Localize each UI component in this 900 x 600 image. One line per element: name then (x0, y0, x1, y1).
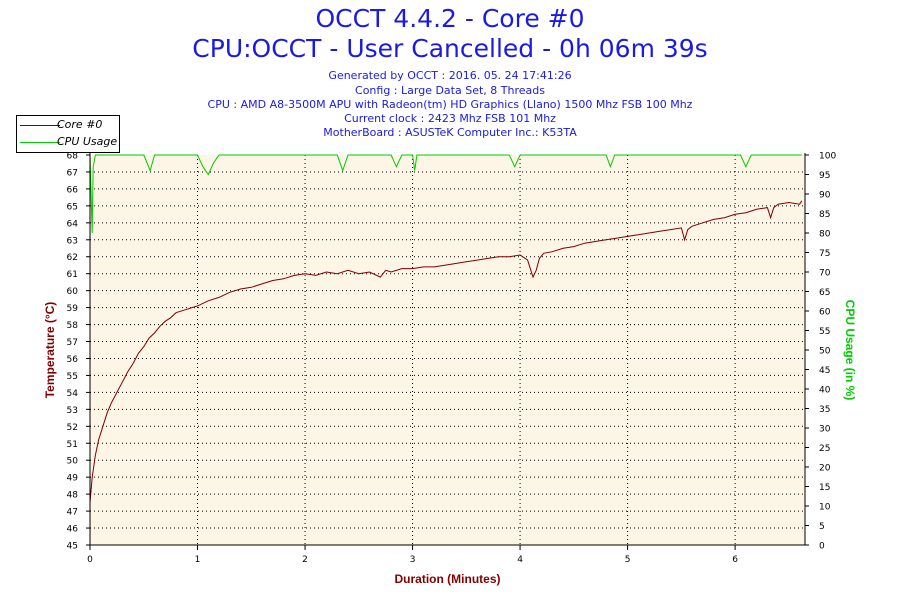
y-tick-label: 64 (67, 219, 79, 229)
y-tick-label: 61 (67, 270, 78, 280)
y2-tick-label: 100 (819, 152, 836, 162)
chart-subtitle: CPU:OCCT - User Cancelled - 0h 06m 39s (192, 34, 708, 63)
y-tick-label: 59 (67, 304, 79, 314)
series-line-core0 (89, 200, 803, 503)
y-tick-label: 50 (67, 457, 79, 467)
y2-tick-label: 50 (819, 347, 831, 357)
y-tick-label: 45 (67, 542, 78, 552)
info-config: Config : Large Data Set, 8 Threads (355, 84, 545, 97)
y-tick-label: 60 (67, 287, 79, 297)
x-tick-label: 4 (517, 555, 523, 565)
y2-tick-label: 65 (819, 288, 830, 298)
y-tick-label: 51 (67, 440, 78, 450)
y-tick-label: 46 (67, 525, 79, 535)
y-tick-label: 68 (67, 152, 79, 162)
y2-axis-label: CPU Usage (in %) (843, 300, 857, 401)
info-clock: Current clock : 2423 Mhz FSB 101 Mhz (344, 112, 556, 125)
y2-tick-label: 35 (819, 405, 830, 415)
x-tick-label: 0 (87, 555, 93, 565)
y2-tick-label: 40 (819, 386, 831, 396)
grid-lines (90, 155, 805, 545)
info-cpu: CPU : AMD A8-3500M APU with Radeon(tm) H… (207, 98, 693, 111)
legend-label-core0: Core #0 (57, 118, 103, 131)
x-tick-label: 1 (195, 555, 201, 565)
y-tick-label: 63 (67, 236, 78, 246)
y2-tick-label: 75 (819, 249, 830, 259)
legend-swatch-core0 (20, 125, 60, 126)
y2-tick-label: 45 (819, 366, 830, 376)
y2-tick-label: 80 (819, 230, 831, 240)
y2-tick-label: 20 (819, 464, 831, 474)
y2-tick-label: 85 (819, 210, 830, 220)
y2-tick-label: 70 (819, 269, 831, 279)
info-motherboard: MotherBoard : ASUSTeK Computer Inc.: K53… (323, 126, 577, 139)
y-tick-label: 54 (67, 389, 79, 399)
y2-tick-label: 60 (819, 308, 831, 318)
series-line-cpu-usage (89, 154, 802, 234)
y-tick-label: 55 (67, 372, 78, 382)
y2-tick-label: 95 (819, 171, 830, 181)
legend-item-core0: Core #0 (17, 117, 119, 133)
legend-swatch-cpu-usage (20, 142, 60, 143)
y2-tick-label: 15 (819, 483, 830, 493)
x-tick-label: 3 (410, 555, 416, 565)
x-tick-label: 5 (625, 555, 631, 565)
plot-area (90, 155, 805, 545)
y-tick-label: 53 (67, 406, 78, 416)
y-tick-label: 62 (67, 253, 78, 263)
axes (86, 153, 809, 550)
tick-labels: 4546474849505152535455565758596061626364… (67, 152, 837, 566)
y2-tick-label: 55 (819, 327, 830, 337)
y-tick-label: 49 (67, 474, 79, 484)
info-generated: Generated by OCCT : 2016. 05. 24 17:41:2… (328, 69, 572, 82)
y-tick-label: 47 (67, 508, 78, 518)
y2-tick-label: 90 (819, 191, 831, 201)
y2-tick-label: 30 (819, 425, 831, 435)
y-axis-label: Temperature (°C) (43, 302, 57, 399)
chart-title: OCCT 4.4.2 - Core #0 (315, 4, 585, 33)
x-tick-label: 6 (732, 555, 738, 565)
x-axis-label: Duration (Minutes) (395, 572, 501, 586)
y2-tick-label: 5 (819, 522, 825, 532)
y-tick-label: 56 (67, 355, 79, 365)
y2-tick-label: 25 (819, 444, 830, 454)
y-tick-label: 58 (67, 321, 79, 331)
legend-label-cpu-usage: CPU Usage (57, 135, 118, 148)
y-tick-label: 48 (67, 491, 79, 501)
y-tick-label: 57 (67, 338, 78, 348)
y-tick-label: 52 (67, 423, 78, 433)
x-tick-label: 2 (302, 555, 308, 565)
y2-tick-label: 0 (819, 542, 825, 552)
y-tick-label: 66 (67, 185, 79, 195)
series-layer (89, 154, 803, 503)
y2-tick-label: 10 (819, 503, 831, 513)
legend: Core #0 CPU Usage (16, 115, 120, 153)
y-tick-label: 67 (67, 168, 78, 178)
legend-item-cpu-usage: CPU Usage (17, 134, 119, 150)
y-tick-label: 65 (67, 202, 78, 212)
